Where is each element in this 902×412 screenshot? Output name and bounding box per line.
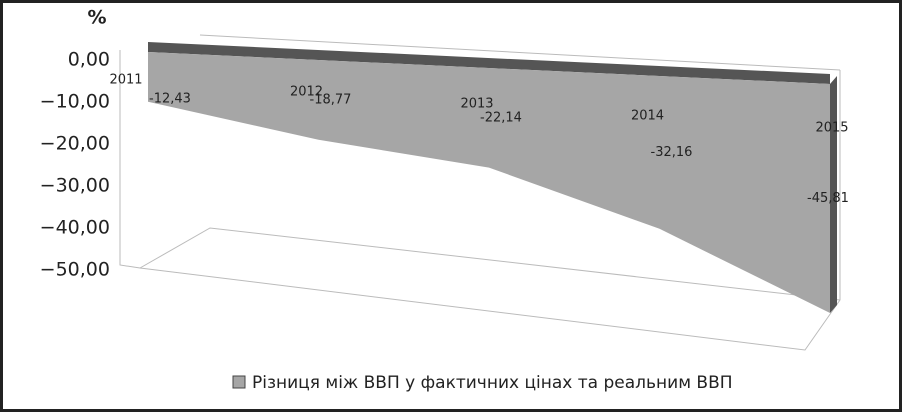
data-label: -45,81 [807,191,849,206]
walls [119,34,841,351]
y-tick-label: 0,00 [68,49,110,71]
data-label: -12,43 [149,91,191,106]
x-tick-label: 2011 [109,73,142,88]
x-tick-label: 2013 [460,97,493,112]
legend-label: Різниця між ВВП у фактичних цінах та реа… [252,373,733,393]
y-tick-label: −50,00 [40,259,110,281]
area-top [148,42,830,84]
x-tick-label: 2015 [815,121,848,136]
data-label: -18,77 [310,92,352,107]
y-tick-label: −20,00 [40,133,110,155]
x-tick-label: 2012 [290,85,323,100]
data-label: -32,16 [651,145,693,160]
y-tick-label: −10,00 [40,91,110,113]
x-tick-label: 2014 [631,109,664,124]
area-side [830,76,837,314]
y-axis-title: % [87,7,106,29]
data-label: -22,14 [480,110,522,125]
y-tick-label: −30,00 [40,175,110,197]
y-tick-label: −40,00 [40,217,110,239]
legend-swatch [232,375,246,389]
area [148,52,830,314]
